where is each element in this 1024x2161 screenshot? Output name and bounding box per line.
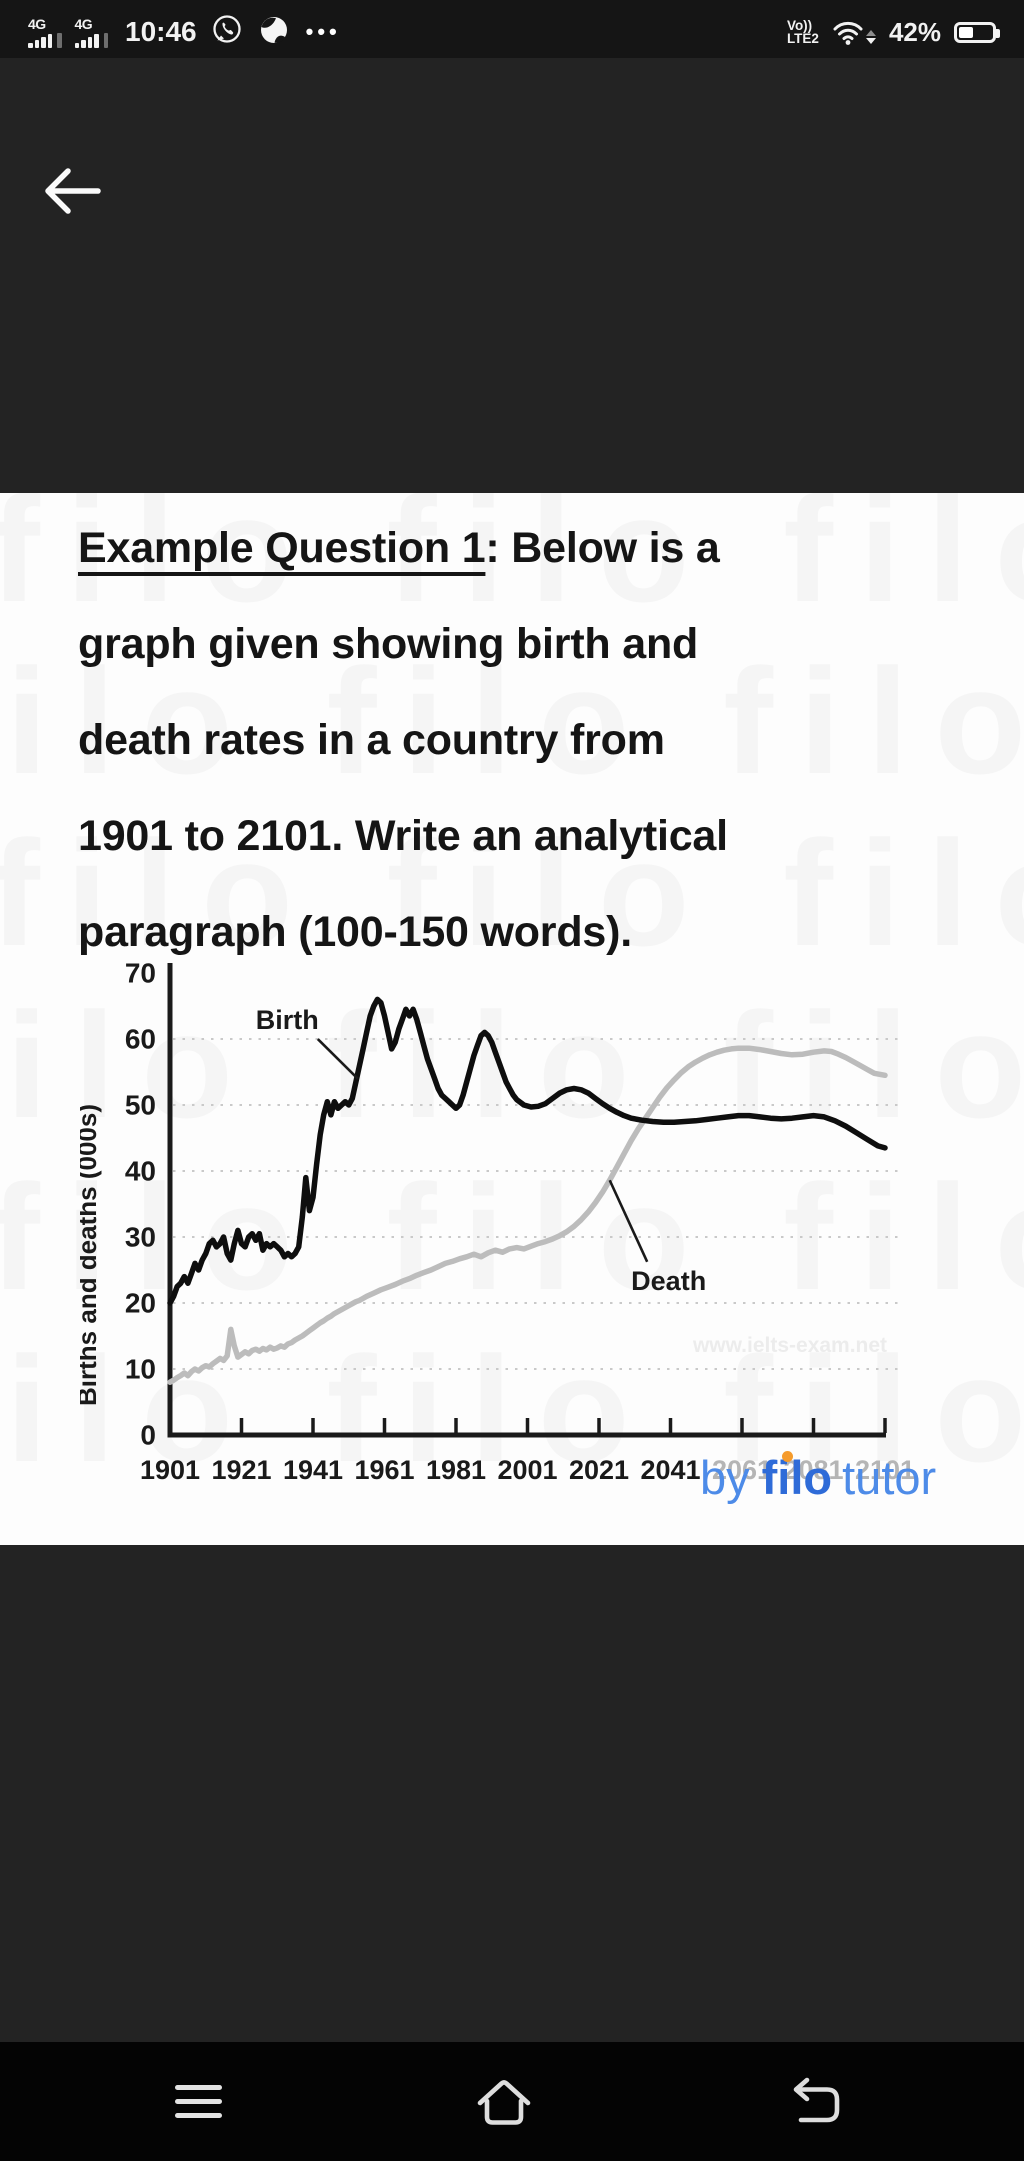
x-tick-label: 2061 — [712, 1455, 772, 1485]
signal-bars-icon — [28, 32, 62, 48]
lower-shade — [0, 1545, 1024, 2042]
question-line: death rates in a country from — [78, 716, 665, 764]
x-tick-label: 2081 — [783, 1455, 843, 1485]
y-tick-label: 30 — [125, 1222, 156, 1253]
annotation-label-birth: Birth — [256, 1005, 319, 1035]
x-tick-label: 1981 — [426, 1455, 486, 1485]
question-line1-rest: : Below is a — [485, 524, 720, 572]
x-tick-label: 1961 — [354, 1455, 414, 1485]
question-line: graph given showing birth and — [78, 620, 699, 668]
y-tick-label: 0 — [140, 1420, 156, 1451]
home-icon[interactable] — [472, 2073, 536, 2131]
brand-by: by — [700, 1451, 750, 1504]
more-options-icon: ••• — [305, 19, 341, 44]
signal-strength-icon-sim2: 4G — [74, 15, 108, 48]
battery-icon — [954, 21, 1000, 43]
menu-icon[interactable] — [175, 2085, 222, 2118]
app-header — [0, 58, 1024, 493]
question-heading: Example Question 1 — [78, 524, 486, 572]
content-sheet: filo filo filo filo filofilo filo filo f… — [0, 493, 1024, 1545]
clock: 10:46 — [125, 16, 197, 47]
wifi-icon — [832, 19, 876, 46]
annotation-pointer — [316, 1038, 359, 1080]
y-tick-label: 20 — [125, 1288, 156, 1319]
network-type-badge: 4G — [28, 15, 46, 32]
volte-line1: Vo)) — [786, 18, 813, 33]
x-tick-label: 2101 — [855, 1455, 915, 1485]
brand-tutor: tutor — [842, 1451, 937, 1504]
plot-watermark: www.ielts-exam.net — [692, 1334, 887, 1357]
status-right: Vo)) LTE2 42% — [786, 16, 1000, 48]
browser-ball-icon — [257, 13, 291, 52]
birth-death-chart: www.ielts-exam.net 0 10 20 30 40 50 60 70 1901 192… — [80, 958, 915, 1486]
x-tick-label: 2041 — [640, 1455, 700, 1485]
status-bar: 4G 4G 10:46 — [0, 0, 1024, 58]
brand-orange-dot — [781, 1451, 793, 1462]
y-tick-label: 60 — [125, 1024, 156, 1055]
whatsapp-icon — [210, 13, 244, 52]
question-text: Example Question 1: Below is a graph giv… — [78, 500, 738, 980]
birth-line — [167, 996, 888, 1306]
volte-line2: LTE2 — [786, 31, 819, 46]
question-line: paragraph (100-150 words). — [78, 908, 632, 956]
x-tick-label: 1901 — [140, 1455, 200, 1485]
x-tick-label: 2021 — [569, 1455, 629, 1485]
signal-bars-icon — [74, 32, 108, 48]
volte-indicator: Vo)) LTE2 — [786, 18, 819, 46]
annotation-label-death: Death — [631, 1266, 706, 1296]
y-tick-label: 40 — [125, 1156, 156, 1187]
question-line: Example Question 1: Below is a — [78, 500, 738, 596]
status-left: 4G 4G 10:46 — [28, 13, 341, 52]
data-transfer-arrows-icon — [865, 29, 876, 46]
annotation-pointer — [608, 1179, 649, 1263]
y-tick-label: 10 — [125, 1354, 156, 1385]
question-line: 1901 to 2101. Write an analytical — [78, 812, 728, 860]
back-arrow-icon[interactable] — [38, 162, 108, 220]
nav-bar — [0, 2042, 1024, 2161]
brand-filo: filo — [761, 1451, 833, 1504]
nav-back-icon[interactable] — [785, 2074, 849, 2130]
x-tick-label: 1941 — [283, 1455, 343, 1485]
brand-watermark: by filo tutor — [700, 1450, 936, 1505]
y-tick-label: 70 — [125, 958, 156, 989]
y-axis-title: Births and deaths (000s) — [80, 1104, 102, 1406]
x-tick-label: 2001 — [497, 1455, 557, 1485]
signal-strength-icon-sim1: 4G — [28, 17, 62, 48]
x-tick-label: 1921 — [211, 1455, 271, 1485]
battery-percent: 42% — [888, 16, 941, 47]
death-line — [167, 1045, 888, 1385]
network-type-badge: 4G — [74, 15, 93, 32]
y-tick-label: 50 — [125, 1090, 156, 1121]
